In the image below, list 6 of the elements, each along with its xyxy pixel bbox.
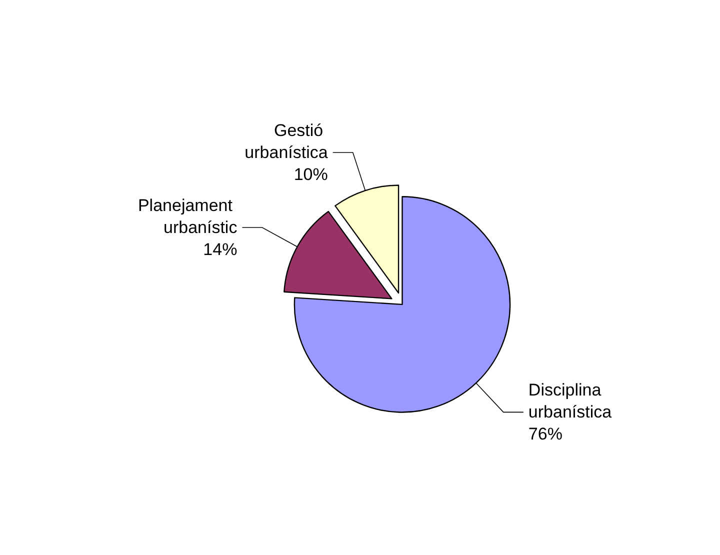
data-label: 14% xyxy=(203,240,238,259)
slice-label: Disciplina urbanística xyxy=(528,380,612,422)
data-label: 76% xyxy=(528,424,562,444)
slice-label: Gestió urbanística xyxy=(244,120,328,162)
slice-label: Planejament urbanístic xyxy=(138,196,238,237)
data-label: 10% xyxy=(294,164,328,184)
